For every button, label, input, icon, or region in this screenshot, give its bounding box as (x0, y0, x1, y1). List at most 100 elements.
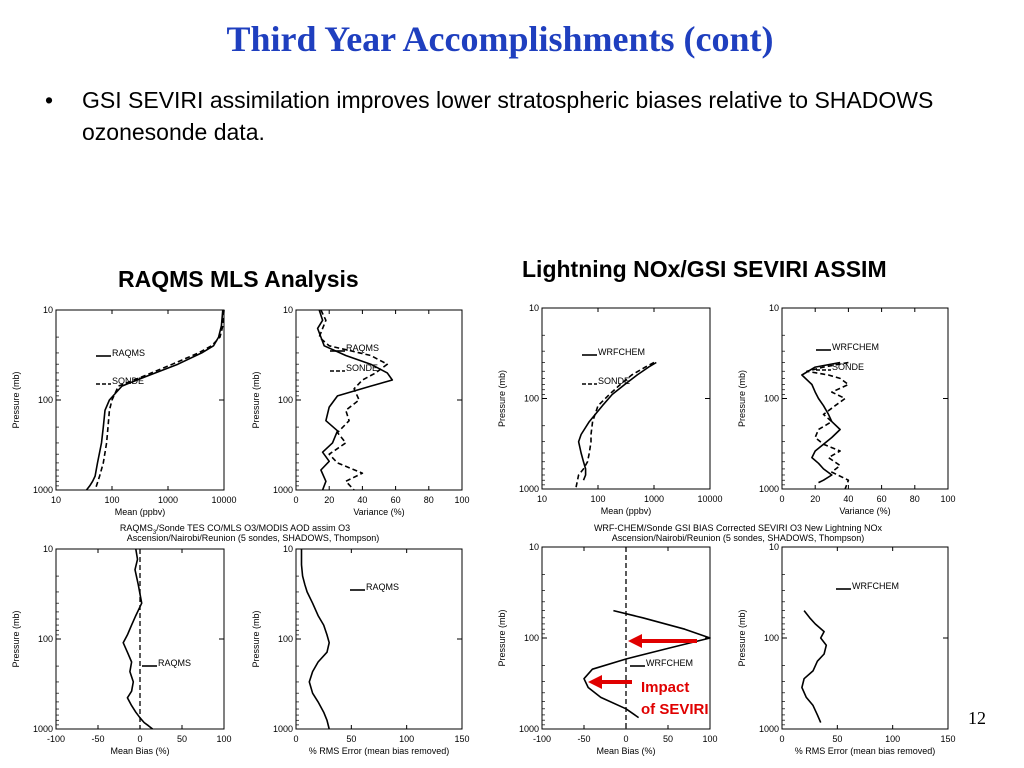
x-tick-label: 10 (51, 495, 61, 505)
x-axis-label: % RMS Error (mean bias removed) (309, 746, 450, 756)
y-tick-label: 1000 (759, 724, 779, 734)
x-tick-label: 10000 (211, 495, 236, 505)
x-tick-label: 100 (940, 494, 955, 504)
y-tick-label: 10 (283, 305, 293, 315)
y-tick-label: 100 (278, 395, 293, 405)
impact-arrowhead-lower (588, 675, 602, 689)
chart-wrf-mean: 10 100 1000 10000 10 100 1000 Mean (ppbv) Pressu… (497, 303, 723, 516)
x-tick-label: -50 (91, 734, 104, 744)
x-tick-label: 0 (293, 734, 298, 744)
y-tick-label: 100 (38, 634, 53, 644)
y-tick-label: 10 (43, 544, 53, 554)
y-tick-label: 10 (769, 303, 779, 313)
plot-frame (55, 309, 225, 491)
y-tick-label: 100 (764, 394, 779, 404)
plot-frame (781, 546, 949, 730)
legend-label: SONDE (598, 376, 630, 386)
legend-label: SONDE (346, 363, 378, 373)
x-tick-label: 1000 (158, 495, 178, 505)
x-tick-label: 0 (779, 734, 784, 744)
x-axis-label: Mean Bias (%) (110, 746, 169, 756)
y-tick-label: 100 (38, 395, 53, 405)
right-panel-heading: Lightning NOx/GSI SEVIRI ASSIM (522, 256, 887, 282)
x-tick-label: 100 (216, 734, 231, 744)
y-tick-label: 1000 (519, 724, 539, 734)
x-axis-label: Mean (ppbv) (601, 506, 652, 516)
plot-frame (295, 548, 463, 730)
x-tick-label: 100 (104, 495, 119, 505)
y-tick-label: 10 (529, 303, 539, 313)
x-tick-label: 20 (324, 495, 334, 505)
chart-wrf-var: 0 20 40 60 80 100 10 100 1000 Variance (%) Pressur… (737, 303, 956, 516)
x-tick-label: 40 (357, 495, 367, 505)
y-tick-label: 1000 (33, 485, 53, 495)
y-axis-label: Pressure (mb) (11, 610, 21, 667)
y-tick-label: 100 (524, 633, 539, 643)
x-axis-label: Mean (ppbv) (115, 507, 166, 517)
series-line-wrfchem (801, 361, 841, 484)
x-tick-label: 10 (537, 494, 547, 504)
bullet-text: GSI SEVIRI assimilation improves lower s… (82, 87, 934, 145)
x-tick-label: 0 (623, 734, 628, 744)
x-tick-label: 100 (702, 734, 717, 744)
x-tick-label: 80 (910, 494, 920, 504)
y-tick-label: 10 (769, 542, 779, 552)
legend-label: WRFCHEM (832, 342, 879, 352)
series-line-raqms (316, 309, 394, 491)
legend-label: WRFCHEM (646, 658, 693, 668)
legend-label: RAQMS (346, 343, 379, 353)
y-tick-label: 100 (278, 634, 293, 644)
y-axis-label: Pressure (mb) (11, 371, 21, 428)
x-tick-label: 80 (424, 495, 434, 505)
x-tick-label: 20 (810, 494, 820, 504)
impact-annotation: Impact of SEVIRI (588, 634, 709, 718)
y-tick-label: 1000 (759, 484, 779, 494)
y-tick-label: 100 (764, 633, 779, 643)
right-caption-line2: Ascension/Nairobi/Reunion (5 sondes, SHA… (612, 533, 864, 543)
legend-label: SONDE (112, 376, 144, 386)
x-tick-label: 100 (590, 494, 605, 504)
y-tick-label: 10 (529, 542, 539, 552)
series-line-sonde (806, 361, 850, 490)
x-tick-label: -50 (577, 734, 590, 744)
series-line-wrfchem (583, 609, 711, 719)
x-tick-label: 100 (399, 734, 414, 744)
y-axis-label: Pressure (mb) (737, 370, 747, 427)
legend-label: RAQMS (112, 348, 145, 358)
x-tick-label: -100 (533, 734, 551, 744)
y-tick-label: 10 (283, 544, 293, 554)
left-caption-line2: Ascension/Nairobi/Reunion (5 sondes, SHA… (127, 533, 379, 543)
x-tick-label: 50 (177, 734, 187, 744)
plot-frame (781, 307, 949, 490)
y-tick-label: 10 (43, 305, 53, 315)
x-axis-label: Variance (%) (353, 507, 404, 517)
x-tick-label: 0 (779, 494, 784, 504)
series-line-sonde (318, 309, 389, 491)
impact-label-line1: Impact (641, 679, 689, 696)
series-line-sonde (94, 309, 225, 491)
x-tick-label: 50 (346, 734, 356, 744)
series-line-raqms (122, 548, 154, 730)
impact-arrowhead-upper (628, 634, 642, 648)
y-axis-label: Pressure (mb) (251, 371, 261, 428)
y-axis-label: Pressure (mb) (497, 370, 507, 427)
slide-title: Third Year Accomplishments (cont) (226, 19, 774, 59)
y-tick-label: 1000 (273, 724, 293, 734)
series-line-sonde (574, 361, 655, 490)
x-axis-label: Variance (%) (839, 506, 890, 516)
chart-wrf-bias: -100 -50 0 50 100 10 100 1000 Mean Bias (%) Press… (497, 542, 718, 756)
series-line-wrfchem (801, 610, 828, 723)
y-tick-label: 1000 (33, 724, 53, 734)
series-line-wrfchem (577, 361, 657, 481)
y-axis-label: Pressure (mb) (497, 609, 507, 666)
right-caption-line1: WRF-CHEM/Sonde GSI BIAS Corrected SEVIRI… (594, 523, 883, 533)
x-tick-label: 1000 (644, 494, 664, 504)
legend-label: WRFCHEM (598, 347, 645, 357)
y-tick-label: 1000 (273, 485, 293, 495)
chart-wrf-rms: 0 50 100 150 10 100 1000 % RMS Error (mean bias… (737, 542, 956, 756)
x-tick-label: -100 (47, 734, 65, 744)
chart-raqms-bias: -100 -50 0 50 100 10 100 1000 Mean Bias (%) Press… (11, 544, 232, 756)
chart-raqms-var: 0 20 40 60 80 100 10 100 1000 Variance (%) Pressur… (251, 305, 470, 517)
